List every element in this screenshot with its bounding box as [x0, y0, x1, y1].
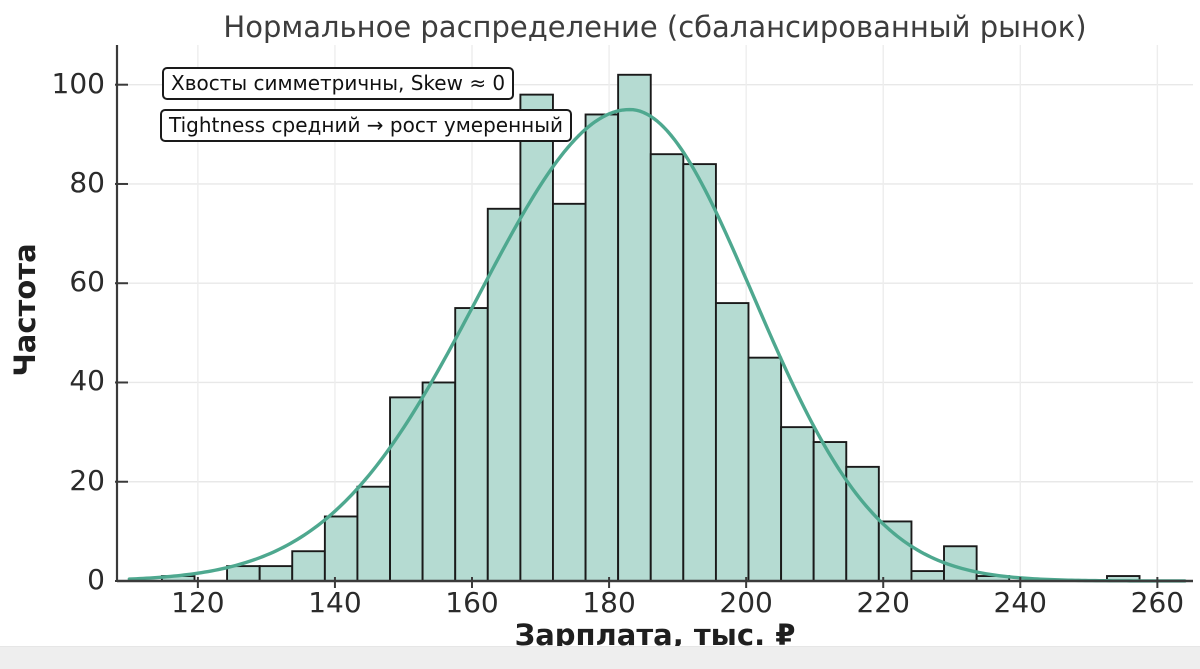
x-tick-label: 120: [171, 586, 225, 619]
x-tick-label: 200: [719, 586, 773, 619]
x-tick-label: 220: [856, 586, 910, 619]
x-tick-label: 160: [445, 586, 499, 619]
histogram-bar: [356, 485, 391, 582]
chart-title: Нормальное распределение (сбалансированн…: [223, 10, 1087, 44]
histogram-bar: [812, 441, 848, 582]
histogram-bar: [682, 163, 717, 582]
histogram-bar: [845, 465, 880, 582]
histogram-bar: [291, 550, 326, 582]
y-tick-label: 60: [69, 265, 105, 299]
histogram-bar: [486, 207, 522, 582]
histogram-bar: [877, 520, 913, 582]
histogram-bar: [258, 565, 294, 582]
y-tick-label: 0: [87, 563, 105, 596]
histogram-bar: [910, 570, 945, 582]
y-tick-label: 40: [69, 364, 105, 398]
histogram-bar: [552, 202, 587, 582]
histogram-bar: [519, 93, 554, 582]
histogram-bar: [617, 73, 652, 582]
annotation-box: Tightness средний → рост умеренный: [160, 109, 573, 142]
histogram-bar: [649, 153, 685, 582]
histogram-bar: [421, 381, 457, 582]
histogram-bar: [226, 565, 261, 582]
histogram-bar: [780, 426, 815, 582]
histogram-bar: [584, 113, 620, 582]
histogram-bar: [747, 356, 783, 582]
annotation-box: Хвосты симметричны, Skew ≈ 0: [162, 67, 515, 100]
x-tick-label: 180: [582, 586, 636, 619]
x-tick-label: 140: [308, 586, 362, 619]
histogram-bar: [454, 307, 489, 582]
y-tick-label: 80: [69, 165, 105, 199]
x-tick-label: 240: [993, 586, 1047, 619]
x-tick-label: 260: [1130, 586, 1185, 619]
histogram-bar: [714, 302, 750, 582]
y-tick-label: 100: [51, 66, 105, 100]
kde-curve: [127, 107, 1187, 583]
y-tick-label: 20: [69, 463, 105, 497]
histogram-bar: [323, 515, 359, 582]
page-bottom-band: [0, 646, 1200, 669]
